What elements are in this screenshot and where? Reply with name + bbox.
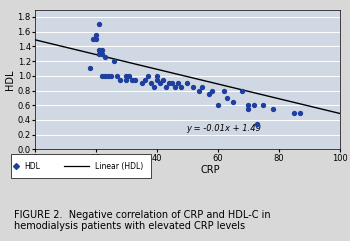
HDL	[209, 89, 215, 93]
Text: HDL: HDL	[25, 162, 40, 171]
HDL	[160, 78, 166, 81]
HDL	[127, 74, 132, 78]
HDL	[102, 55, 108, 59]
Text: FIGURE 2.  Negative correlation of CRP and HDL-C in
hemodialysis patients with e: FIGURE 2. Negative correlation of CRP an…	[14, 210, 271, 231]
HDL	[157, 81, 163, 85]
HDL	[260, 103, 266, 107]
HDL	[172, 85, 178, 89]
HDL	[105, 74, 111, 78]
HDL	[96, 48, 102, 52]
HDL	[139, 81, 144, 85]
Text: Linear (HDL): Linear (HDL)	[94, 162, 143, 171]
HDL	[151, 85, 156, 89]
HDL	[102, 74, 108, 78]
HDL	[224, 96, 230, 100]
HDL	[239, 89, 245, 93]
HDL	[221, 89, 226, 93]
HDL	[96, 22, 102, 26]
HDL	[108, 74, 114, 78]
HDL	[197, 89, 202, 93]
Text: CRP: CRP	[200, 165, 220, 175]
HDL	[154, 74, 160, 78]
Y-axis label: HDL: HDL	[5, 69, 15, 90]
HDL	[291, 111, 296, 114]
HDL	[133, 78, 138, 81]
HDL	[154, 78, 160, 81]
HDL	[175, 81, 181, 85]
HDL	[199, 85, 205, 89]
HDL	[251, 103, 257, 107]
HDL	[169, 81, 175, 85]
HDL	[145, 74, 150, 78]
FancyBboxPatch shape	[10, 154, 150, 178]
HDL	[215, 103, 220, 107]
HDL	[245, 107, 251, 111]
HDL	[230, 100, 236, 104]
Text: y = -0.01x + 1.49: y = -0.01x + 1.49	[186, 124, 261, 133]
HDL	[163, 85, 169, 89]
HDL	[206, 92, 211, 96]
HDL	[96, 52, 102, 56]
HDL	[118, 78, 123, 81]
HDL	[245, 103, 251, 107]
HDL	[90, 37, 96, 41]
HDL	[178, 85, 184, 89]
HDL	[270, 107, 275, 111]
HDL	[124, 78, 129, 81]
HDL	[99, 74, 105, 78]
HDL	[93, 33, 99, 37]
HDL	[124, 74, 129, 78]
HDL	[87, 67, 93, 70]
HDL	[142, 78, 147, 81]
HDL	[99, 48, 105, 52]
HDL	[297, 111, 303, 114]
HDL	[99, 52, 105, 56]
HDL	[93, 37, 99, 41]
HDL	[190, 85, 196, 89]
HDL	[114, 74, 120, 78]
HDL	[111, 59, 117, 63]
HDL	[130, 78, 135, 81]
HDL	[184, 81, 190, 85]
HDL	[254, 122, 260, 126]
HDL	[148, 81, 154, 85]
HDL	[166, 81, 172, 85]
